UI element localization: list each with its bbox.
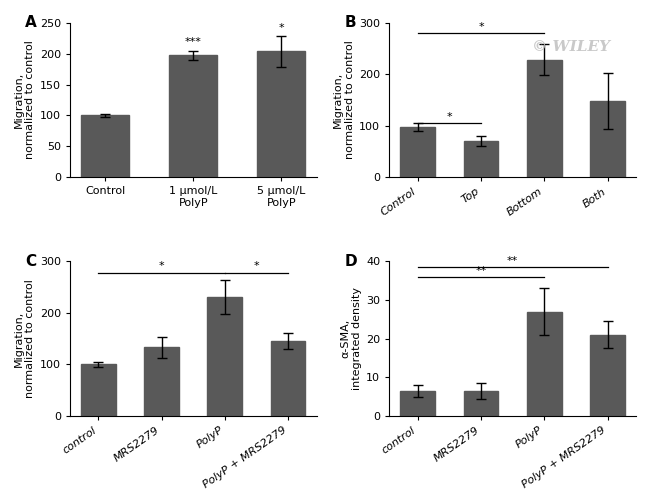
Y-axis label: Migration,
normalized to control: Migration, normalized to control [14, 279, 36, 398]
Text: **: ** [475, 266, 487, 276]
Text: B: B [344, 15, 356, 30]
Text: *: * [254, 262, 259, 272]
Text: © WILEY: © WILEY [532, 39, 610, 53]
Text: *: * [159, 262, 164, 272]
Bar [400, 128, 436, 177]
Bar [169, 55, 218, 177]
Text: *: * [447, 112, 452, 122]
Bar [527, 60, 562, 177]
Y-axis label: α-SMA,
integrated density: α-SMA, integrated density [341, 287, 362, 390]
Bar [463, 391, 499, 416]
Bar [207, 297, 242, 416]
Bar [144, 347, 179, 416]
Text: *: * [478, 22, 484, 32]
Bar [590, 101, 625, 177]
Bar [527, 311, 562, 416]
Bar [590, 335, 625, 416]
Y-axis label: Migration,
normalized to control: Migration, normalized to control [14, 40, 36, 159]
Text: D: D [344, 254, 358, 269]
Bar [257, 51, 306, 177]
Text: **: ** [507, 256, 518, 266]
Text: ***: *** [185, 37, 202, 47]
Text: A: A [25, 15, 37, 30]
Bar [270, 341, 306, 416]
Bar [81, 115, 129, 177]
Text: C: C [25, 254, 36, 269]
Y-axis label: Migration,
normalized to control: Migration, normalized to control [333, 40, 355, 159]
Bar [400, 391, 436, 416]
Bar [463, 141, 499, 177]
Bar [81, 364, 116, 416]
Text: *: * [278, 23, 284, 33]
